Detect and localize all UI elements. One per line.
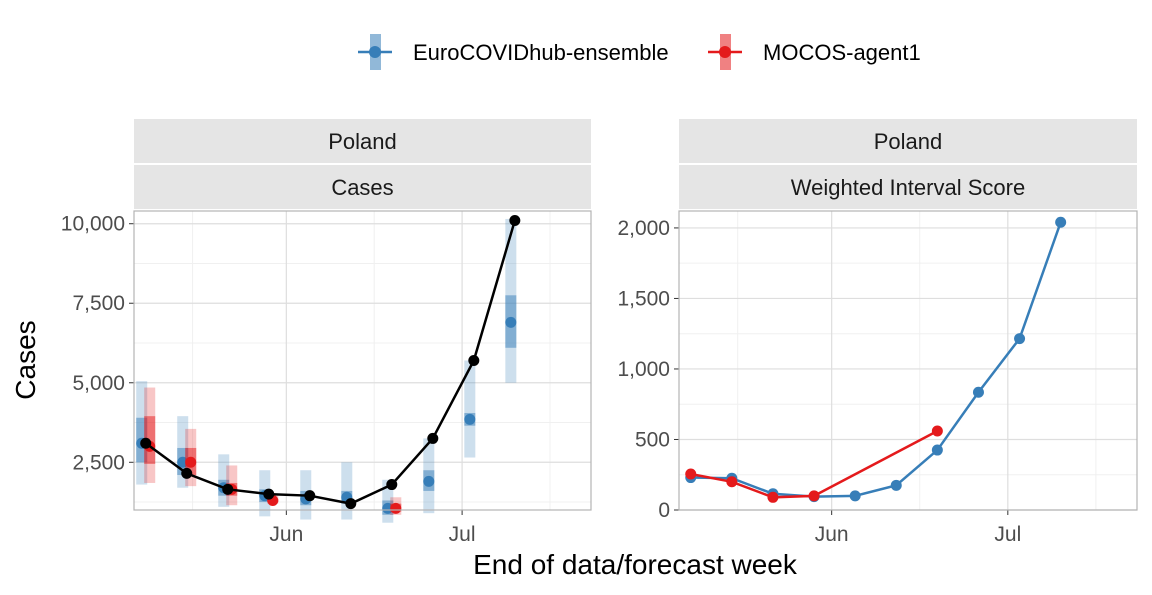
- wis-ytick-label: 500: [635, 428, 670, 451]
- wis-point-mocos: [808, 490, 820, 502]
- left-panel-strips: Poland Cases: [134, 119, 591, 209]
- cases-observed-point: [263, 488, 275, 500]
- y-axis-title: Cases: [10, 320, 41, 399]
- cases-observed-line: [144, 220, 517, 505]
- cases-median-point-ensemble: [505, 316, 517, 328]
- cases-observed-point: [140, 437, 152, 449]
- right-strip-metric-bg: [679, 165, 1137, 209]
- cases-panel: 2,500 5,000 7,500 10,000 Jun Jul: [61, 210, 592, 546]
- cases-observed-point: [181, 467, 193, 479]
- right-panel-strips: Poland Weighted Interval Score: [679, 119, 1137, 209]
- wis-point-ensemble: [1055, 216, 1067, 228]
- cases-plot-bg: [134, 211, 591, 510]
- cases-ytick-label: 2,500: [72, 451, 125, 474]
- wis-ytick-label: 0: [658, 499, 670, 522]
- wis-point-mocos: [685, 468, 697, 480]
- cases-median-point-ensemble: [464, 413, 476, 425]
- cases-median-point-mocos: [390, 502, 402, 514]
- wis-xtick-label: Jul: [994, 523, 1021, 546]
- right-strip-metric: Weighted Interval Score: [791, 175, 1025, 200]
- left-strip-target-bg: [134, 165, 591, 209]
- cases-median-point-mocos: [185, 456, 197, 468]
- legend-key-ensemble-point: [369, 46, 381, 58]
- wis-panel-border: [678, 210, 1138, 511]
- wis-point-ensemble: [890, 479, 902, 491]
- cases-observed-point: [345, 498, 357, 510]
- wis-point-ensemble: [1014, 333, 1026, 345]
- wis-panel: 0 500 1,000 1,500 2,000 Jun Jul: [617, 210, 1138, 546]
- wis-point-ensemble: [972, 386, 984, 398]
- left-strip-target: Cases: [331, 175, 393, 200]
- left-strip-country: Poland: [328, 129, 397, 154]
- wis-ytick-label: 1,000: [617, 358, 670, 381]
- wis-point-mocos: [726, 476, 738, 488]
- cases-ytick-label: 5,000: [72, 372, 125, 395]
- x-axis-title: End of data/forecast week: [473, 549, 798, 580]
- right-strip-country-bg: [679, 119, 1137, 163]
- legend-label-ensemble: EuroCOVIDhub-ensemble: [413, 40, 669, 65]
- wis-plot-bg: [679, 211, 1137, 510]
- cases-interval-90-ensemble: [464, 360, 476, 458]
- wis-ytick-label: 2,000: [617, 217, 670, 240]
- cases-observed-point: [468, 355, 480, 366]
- wis-ytick-label: 1,500: [617, 287, 670, 310]
- wis-point-ensemble: [931, 444, 943, 456]
- cases-panel-border: [133, 210, 592, 511]
- cases-observed-point: [304, 490, 316, 502]
- cases-observed-point: [509, 215, 521, 227]
- legend: EuroCOVIDhub-ensemble MOCOS-agent1: [358, 34, 921, 70]
- wis-point-mocos: [931, 425, 943, 437]
- legend-key-ensemble: [358, 34, 392, 70]
- cases-median-point-ensemble: [423, 475, 435, 487]
- wis-line-ensemble: [690, 221, 1062, 498]
- cases-observed-point: [386, 479, 398, 491]
- cases-ytick-label: 7,500: [72, 292, 125, 315]
- legend-key-mocos: [708, 34, 742, 70]
- wis-point-mocos: [767, 491, 779, 503]
- cases-xtick-label: Jun: [269, 523, 303, 546]
- wis-xtick-label: Jun: [815, 523, 849, 546]
- legend-label-mocos: MOCOS-agent1: [763, 40, 921, 65]
- cases-observed-point: [427, 432, 439, 444]
- right-strip-country: Poland: [874, 129, 943, 154]
- wis-series-mocos: [685, 425, 943, 503]
- wis-point-ensemble: [849, 490, 861, 502]
- cases-ytick-label: 10,000: [61, 213, 125, 236]
- cases-xtick-label: Jul: [449, 523, 476, 546]
- legend-key-mocos-point: [719, 46, 731, 58]
- cases-observed-point: [222, 483, 234, 495]
- left-strip-country-bg: [134, 119, 591, 163]
